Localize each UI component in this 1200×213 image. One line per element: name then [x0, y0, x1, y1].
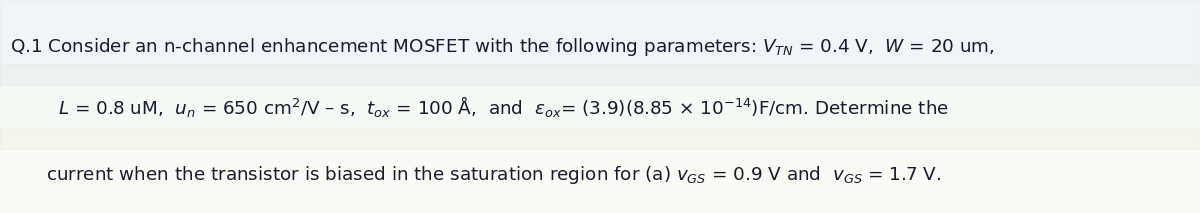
Bar [0, 128, 1200, 213]
Text: Q.1 Consider an n-channel enhancement MOSFET with the following parameters: $V_{: Q.1 Consider an n-channel enhancement MO… [10, 36, 995, 58]
Bar [0, 0, 1200, 85]
Text: $L$ = 0.8 uM,  $u_n$ = 650 cm$^2$/V – s,  $t_{ox}$ = 100 Å,  and  $\epsilon_{ox}: $L$ = 0.8 uM, $u_n$ = 650 cm$^2$/V – s, … [58, 94, 948, 119]
Bar [0, 64, 1200, 149]
Text: current when the transistor is biased in the saturation region for (a) $v_{GS}$ : current when the transistor is biased in… [46, 164, 941, 186]
